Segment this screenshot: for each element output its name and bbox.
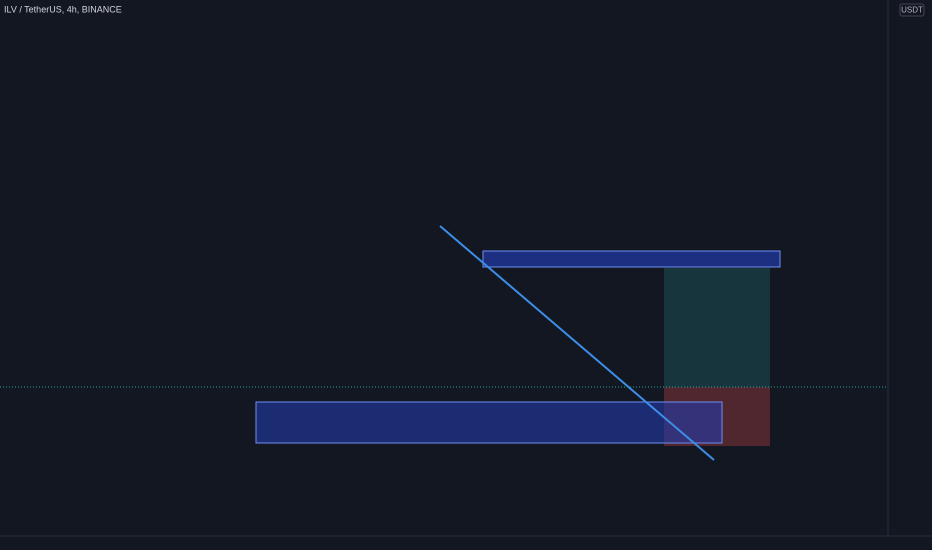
- demand-zone: [255, 401, 723, 444]
- long-target-zone: [664, 268, 770, 387]
- currency-label: USDT: [901, 6, 923, 15]
- chart-title: ILV / TetherUS, 4h, BINANCE: [4, 4, 122, 14]
- currency-box: [899, 3, 925, 17]
- drawings: [255, 250, 781, 446]
- trend-line: [439, 225, 715, 461]
- drawings-front: [0, 225, 888, 461]
- price-axis: [888, 0, 932, 550]
- supply-zone: [482, 250, 781, 268]
